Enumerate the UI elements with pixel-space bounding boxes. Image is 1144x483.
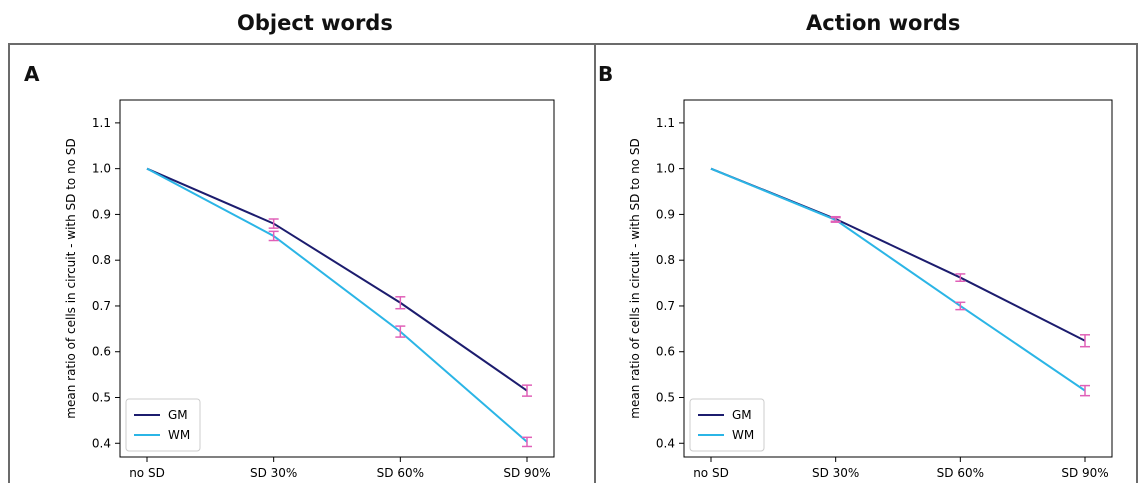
panel-divider bbox=[594, 43, 596, 483]
error-bar bbox=[268, 230, 279, 242]
legend-label-gm: GM bbox=[732, 408, 752, 422]
chart-action-words: 0.4 0.5 0.6 0.7 0.8 0.9 1.0 1.1 no SD SD 30% SD 60… bbox=[628, 99, 1113, 480]
error-bar bbox=[268, 218, 279, 229]
legend-box bbox=[689, 398, 765, 452]
y-tick-label: 0.7 bbox=[656, 299, 675, 313]
legend: GM WM bbox=[689, 398, 765, 452]
series-line-wm bbox=[710, 167, 1086, 392]
y-tick-label: 0.7 bbox=[92, 299, 111, 313]
y-tick-label: 0.9 bbox=[656, 207, 675, 221]
y-tick-label: 1.0 bbox=[656, 162, 675, 176]
panel-b-letter: B bbox=[598, 62, 614, 86]
x-tick-label: no SD bbox=[129, 466, 165, 480]
y-tick-label: 0.4 bbox=[656, 436, 675, 450]
y-tick-label: 0.5 bbox=[92, 391, 111, 405]
legend-label-gm: GM bbox=[168, 408, 188, 422]
x-tick-label: SD 30% bbox=[812, 466, 859, 480]
legend-box bbox=[125, 398, 201, 452]
x-tick-label: SD 90% bbox=[1061, 466, 1108, 480]
legend-label-wm: WM bbox=[168, 428, 190, 442]
y-tick-label: 0.9 bbox=[92, 207, 111, 221]
panel-a-letter: A bbox=[24, 62, 40, 86]
error-bar bbox=[395, 296, 406, 310]
y-axis-label: mean ratio of cells in circuit - with SD… bbox=[628, 138, 642, 418]
x-tick-label: SD 60% bbox=[937, 466, 984, 480]
y-tick-label: 0.6 bbox=[656, 345, 675, 359]
error-bar bbox=[522, 384, 532, 397]
error-bar bbox=[955, 301, 966, 311]
error-bar bbox=[830, 216, 841, 223]
error-bar bbox=[522, 436, 532, 448]
figure-frame bbox=[8, 43, 1138, 483]
y-tick-label: 0.4 bbox=[92, 436, 111, 450]
panel-a-title: Object words bbox=[237, 11, 393, 35]
error-bar bbox=[1080, 384, 1090, 397]
y-tick-label: 1.1 bbox=[92, 116, 111, 130]
y-tick-label: 0.5 bbox=[656, 391, 675, 405]
error-bar bbox=[955, 273, 966, 282]
x-tick-label: SD 60% bbox=[377, 466, 424, 480]
x-tick-label: no SD bbox=[693, 466, 729, 480]
panel-b-title: Action words bbox=[806, 11, 961, 35]
legend-label-wm: WM bbox=[732, 428, 754, 442]
x-tick-label: SD 30% bbox=[250, 466, 297, 480]
series-line-wm bbox=[146, 167, 528, 443]
y-tick-label: 0.8 bbox=[92, 253, 111, 267]
y-tick-label: 0.8 bbox=[656, 253, 675, 267]
y-axis-label: mean ratio of cells in circuit - with SD… bbox=[64, 138, 78, 418]
series-line-gm bbox=[146, 167, 528, 392]
plot-area bbox=[683, 99, 1113, 458]
error-bar bbox=[1080, 334, 1090, 348]
x-tick-label: SD 90% bbox=[503, 466, 550, 480]
series-line-gm bbox=[710, 167, 1086, 342]
legend: GM WM bbox=[125, 398, 201, 452]
y-tick-label: 1.1 bbox=[656, 116, 675, 130]
y-tick-label: 1.0 bbox=[92, 162, 111, 176]
plot-area bbox=[119, 99, 555, 458]
y-tick-label: 0.6 bbox=[92, 345, 111, 359]
chart-object-words: 0.4 0.5 0.6 0.7 0.8 0.9 1.0 1.1 no SD SD 30% SD 60… bbox=[64, 99, 555, 480]
error-bar bbox=[395, 325, 406, 338]
